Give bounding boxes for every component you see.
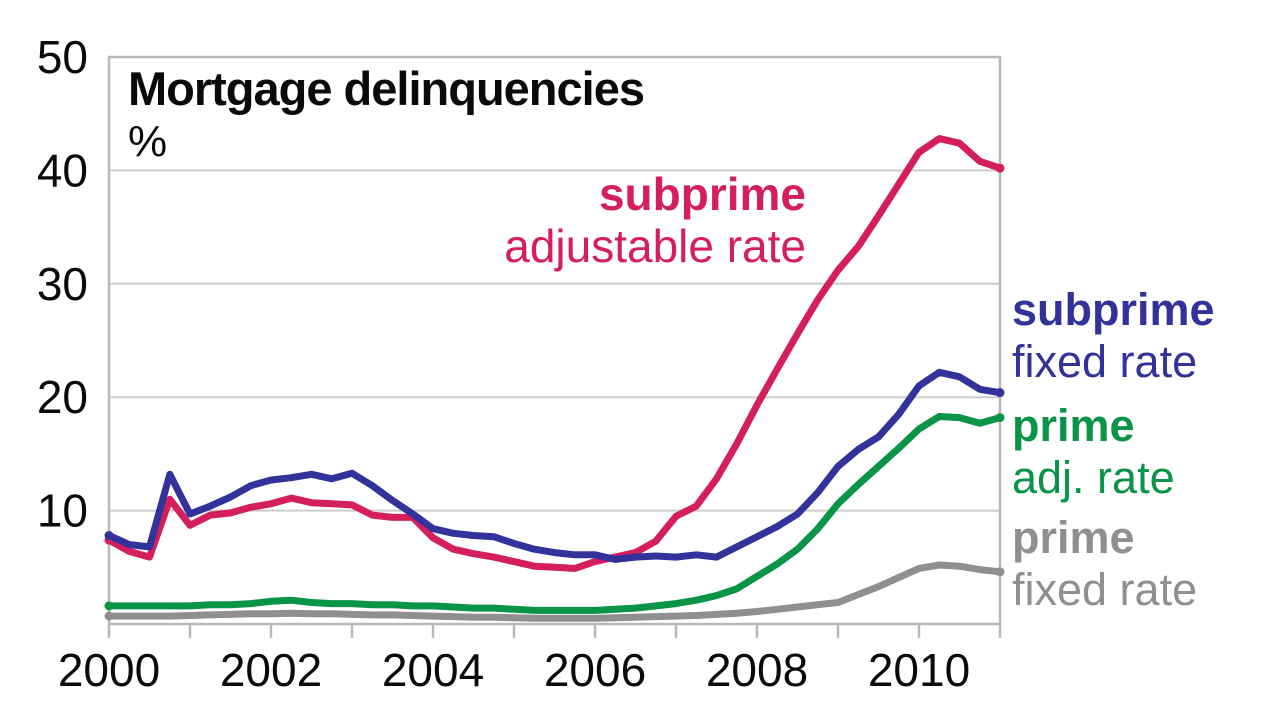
annotation-subprime-arm-line1: subprime <box>598 168 806 220</box>
x-axis-label-2004: 2004 <box>382 644 484 696</box>
series-endpoint-prime_frm <box>104 611 114 621</box>
annotation-subprime-arm-line2: adjustable rate <box>504 220 806 272</box>
x-axis-label-2010: 2010 <box>868 644 970 696</box>
series-line-prime_arm <box>105 413 1004 614</box>
legend-prime-fixed-bold: prime <box>1012 512 1135 563</box>
series-line-subprime_arm <box>105 135 1004 572</box>
y-axis-label-40: 40 <box>37 144 88 196</box>
series-endpoint-prime_arm <box>104 601 114 611</box>
legend-subprime-fixed-bold: subprime <box>1012 284 1215 335</box>
y-axis-label-10: 10 <box>37 485 88 537</box>
series-line-subprime_frm <box>105 368 1004 563</box>
y-axis-label-20: 20 <box>37 371 88 423</box>
x-axis-label-2000: 2000 <box>58 644 160 696</box>
series-endpoint-subprime_frm <box>104 531 114 541</box>
legend-subprime-fixed-rest: fixed rate <box>1012 336 1198 387</box>
series-endpoint-subprime_arm <box>995 163 1005 173</box>
y-axis-label-50: 50 <box>37 31 88 83</box>
series-line-prime_frm <box>105 561 1004 622</box>
y-axis-label-30: 30 <box>37 258 88 310</box>
legend-prime-adj-bold: prime <box>1012 400 1135 451</box>
series-endpoint-prime_arm <box>995 413 1005 423</box>
plot-border <box>107 55 1002 626</box>
y-axis-unit-label: % <box>128 117 168 166</box>
legend-prime-fixed-rest: fixed rate <box>1012 564 1198 615</box>
x-axis-label-2002: 2002 <box>220 644 322 696</box>
series-endpoint-prime_frm <box>995 567 1005 577</box>
x-axis-label-2008: 2008 <box>706 644 808 696</box>
chart-title: Mortgage delinquencies <box>128 62 645 115</box>
series-endpoint-subprime_frm <box>995 388 1005 398</box>
legend-prime-adj-rest: adj. rate <box>1012 452 1175 503</box>
x-axis-label-2006: 2006 <box>544 644 646 696</box>
